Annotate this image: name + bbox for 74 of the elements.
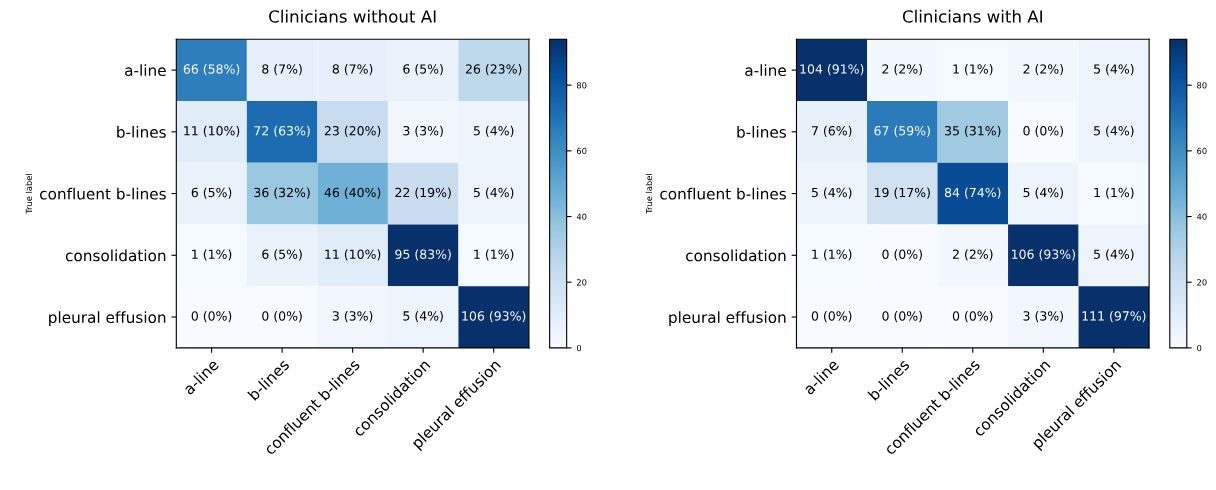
data-label: 5 (4%) xyxy=(1094,64,1134,76)
data-label: 95 (83%) xyxy=(395,249,451,261)
data-label: 2 (2%) xyxy=(952,249,993,261)
data-label: 6 (5%) xyxy=(191,187,232,199)
data-label: 3 (3%) xyxy=(403,125,443,137)
color-bar-label: 40 xyxy=(576,213,587,220)
y-tick-label: pleural effusion xyxy=(49,311,166,327)
data-label: 84 (74%) xyxy=(944,187,1001,199)
color-bar-label: 80 xyxy=(1197,82,1207,89)
data-label: 26 (23%) xyxy=(465,64,522,76)
y-tick-label: b-lines xyxy=(737,126,787,138)
data-label: 11 (10%) xyxy=(184,125,240,137)
y-tick-label: a-line xyxy=(745,64,786,77)
data-label: 106 (93%) xyxy=(1012,249,1075,261)
data-label: 104 (91%) xyxy=(800,64,864,76)
data-label: 67 (59%) xyxy=(874,125,930,137)
chart-title: Clinicians with AI xyxy=(902,9,1042,23)
data-label: 36 (32%) xyxy=(254,187,310,199)
data-label: 66 (58%) xyxy=(183,64,240,76)
data-label: 6 (5%) xyxy=(262,249,302,261)
color-bar-label: 80 xyxy=(576,82,587,89)
color-bar-label: 20 xyxy=(1197,279,1207,286)
data-label: 6 (5%) xyxy=(403,64,443,76)
data-label: 5 (4%) xyxy=(473,125,514,137)
y-axis-title: True label xyxy=(25,174,33,214)
y-tick-label: b-lines xyxy=(117,126,166,138)
color-bar-label: 60 xyxy=(1197,147,1207,155)
y-axis-title: True label xyxy=(645,174,653,214)
data-label: 2 (2%) xyxy=(1023,64,1064,76)
data-label: 8 (7%) xyxy=(332,64,373,76)
data-label: 5 (4%) xyxy=(1094,249,1134,261)
chart-title: Clinicians without AI xyxy=(269,9,436,23)
y-tick-label: consolidation xyxy=(686,249,786,262)
data-label: 46 (40%) xyxy=(324,187,381,199)
color-bar-label: 20 xyxy=(576,279,587,286)
data-label: 0 (0%) xyxy=(882,249,922,261)
data-label: 22 (19%) xyxy=(395,187,451,199)
data-label: 5 (4%) xyxy=(403,310,443,323)
data-label: 5 (4%) xyxy=(473,187,514,199)
data-label: 3 (3%) xyxy=(332,310,373,323)
color-bar-label: 0 xyxy=(576,344,582,352)
data-label: 0 (0%) xyxy=(811,310,852,323)
color-bar-label: 40 xyxy=(1196,213,1207,220)
data-label: 0 (0%) xyxy=(952,310,993,323)
data-label: 23 (20%) xyxy=(324,125,381,137)
data-label: 1 (1%) xyxy=(1094,187,1134,199)
data-label: 0 (0%) xyxy=(882,310,922,323)
data-label: 1 (1%) xyxy=(192,249,232,261)
data-label: 8 (7%) xyxy=(262,64,302,76)
y-tick-label: confluent b-lines xyxy=(40,187,166,200)
data-label: 1 (1%) xyxy=(474,249,514,261)
data-label: 0 (0%) xyxy=(262,310,302,323)
data-label: 11 (10%) xyxy=(325,249,381,261)
color-bar-label: 0 xyxy=(1197,344,1202,352)
data-label: 5 (4%) xyxy=(811,187,852,199)
data-label: 72 (63%) xyxy=(254,125,310,137)
data-label: 111 (97%) xyxy=(1082,310,1146,323)
data-label: 106 (93%) xyxy=(462,310,526,323)
y-tick-label: confluent b-lines xyxy=(660,187,787,200)
data-label: 0 (0%) xyxy=(1023,125,1064,137)
data-label: 19 (17%) xyxy=(874,187,930,199)
data-label: 1 (1%) xyxy=(812,249,852,261)
data-label: 5 (4%) xyxy=(1023,187,1064,199)
data-label: 0 (0%) xyxy=(191,310,232,323)
data-label: 35 (31%) xyxy=(945,125,1001,137)
data-label: 3 (3%) xyxy=(1023,310,1064,323)
data-label: 5 (4%) xyxy=(1094,125,1134,137)
color-bar-label: 60 xyxy=(576,147,587,155)
y-tick-label: pleural effusion xyxy=(669,311,786,327)
data-label: 1 (1%) xyxy=(953,64,993,76)
data-label: 7 (6%) xyxy=(812,125,852,137)
y-tick-label: consolidation xyxy=(65,249,166,262)
y-tick-label: a-line xyxy=(125,64,166,77)
data-label: 2 (2%) xyxy=(882,64,922,76)
